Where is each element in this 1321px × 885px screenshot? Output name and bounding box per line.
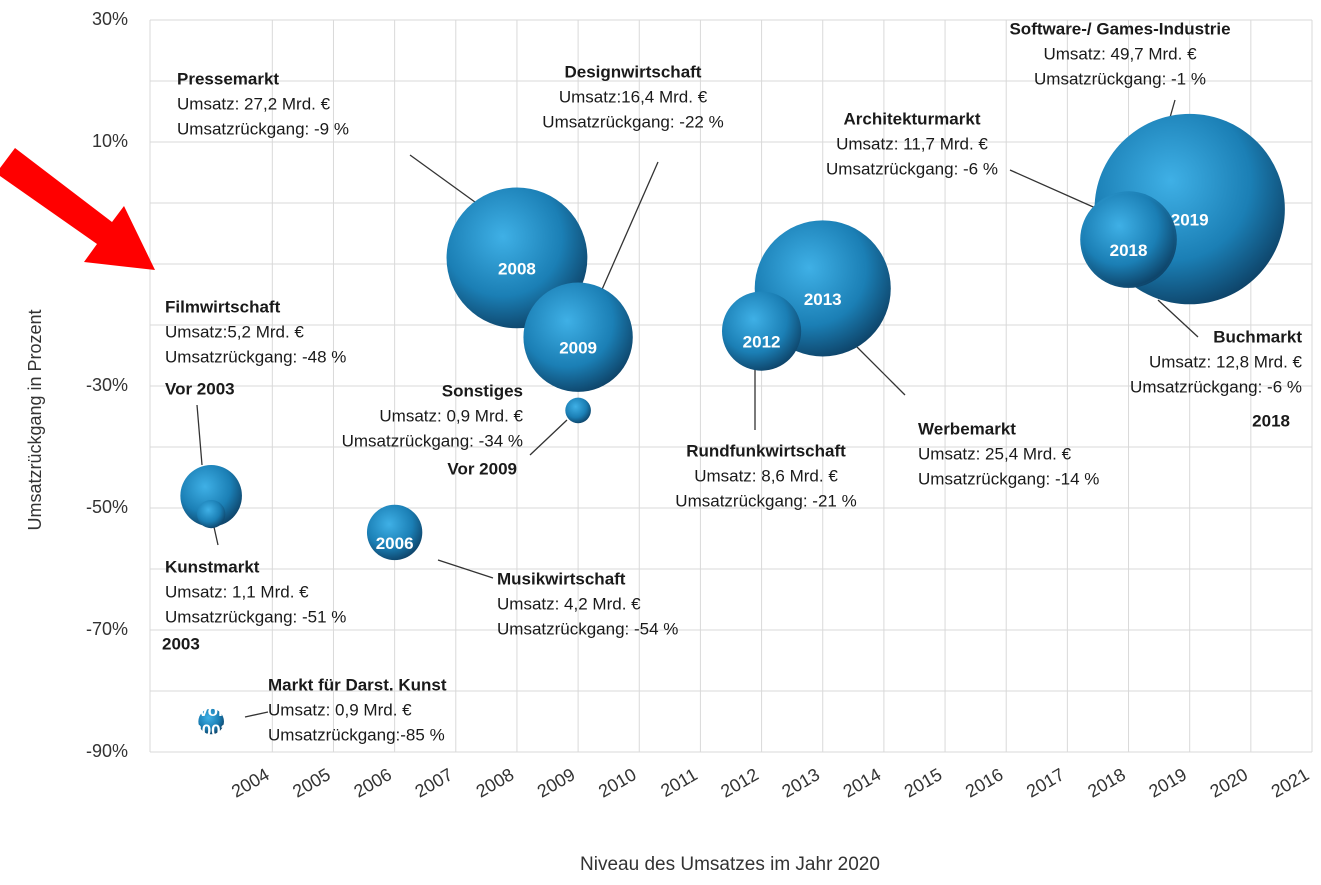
x-tick-label: 2014: [840, 764, 885, 801]
x-tick-label: 2016: [962, 764, 1007, 801]
x-tick-label: 2006: [350, 764, 395, 801]
annotation-size: Umsatz: 27,2 Mrd. €: [177, 94, 331, 113]
x-tick-label: 2013: [778, 764, 823, 801]
annotation-name: Architekturmarkt: [844, 109, 981, 128]
annotation-name: Software-/ Games-Industrie: [1009, 19, 1230, 38]
annotation-name: Pressemarkt: [177, 69, 279, 88]
x-tick-label: 2005: [289, 764, 334, 801]
annotation-change: Umsatzrückgang: -22 %: [542, 112, 723, 131]
y-tick-label: 30%: [92, 9, 128, 29]
bubble: [1082, 193, 1174, 285]
bubble-label: Vor: [198, 701, 225, 720]
annotation-name: Markt für Darst. Kunst: [268, 675, 447, 694]
x-tick-label: 2021: [1268, 764, 1313, 801]
leader-line: [593, 162, 658, 310]
bubble-label: 2003: [192, 721, 230, 740]
year-note: 2003: [162, 634, 200, 653]
bubble-label: 2006: [376, 534, 414, 553]
annotation-name: Buchmarkt: [1213, 327, 1302, 346]
leader-line: [245, 712, 268, 717]
x-tick-label: 2011: [657, 764, 701, 801]
annotation-size: Umsatz: 0,9 Mrd. €: [379, 406, 523, 425]
annotation-name: Rundfunkwirtschaft: [686, 441, 846, 460]
x-tick-label: 2018: [1084, 764, 1129, 801]
bubble-label: 2008: [498, 259, 536, 278]
bubble-label: 2018: [1110, 241, 1148, 260]
annotation-size: Umsatz: 11,7 Mrd. €: [836, 134, 988, 153]
leader-line: [197, 405, 202, 465]
annotation-name: Designwirtschaft: [565, 62, 702, 81]
x-tick-label: 2009: [534, 764, 579, 801]
annotation-change: Umsatzrückgang: -34 %: [342, 431, 523, 450]
annotation-size: Umsatz:5,2 Mrd. €: [165, 322, 304, 341]
x-tick-label: 2020: [1207, 764, 1252, 801]
annotation-change: Umsatzrückgang: -1 %: [1034, 69, 1206, 88]
x-tick-label: 2015: [901, 764, 946, 801]
annotation-change: Umsatzrückgang: -6 %: [826, 159, 998, 178]
annotation-size: Umsatz: 4,2 Mrd. €: [497, 594, 641, 613]
annotation-name: Werbemarkt: [918, 419, 1016, 438]
annotation-change: Umsatzrückgang: -21 %: [675, 491, 856, 510]
leader-line: [1010, 170, 1100, 210]
y-tick-label: -30%: [86, 375, 128, 395]
annotation-change: Umsatzrückgang: -54 %: [497, 619, 678, 638]
bubble-label: 2012: [743, 333, 781, 352]
annotation-change: Umsatzrückgang:-85 %: [268, 725, 445, 744]
annotation-change: Umsatzrückgang: -9 %: [177, 119, 349, 138]
y-tick-label: 10%: [92, 131, 128, 151]
annotation-change: Umsatzrückgang: -48 %: [165, 347, 346, 366]
leader-line: [1158, 300, 1198, 337]
bubble-label: 2019: [1171, 211, 1209, 230]
bubble: [523, 283, 632, 392]
x-tick-label: 2010: [595, 764, 640, 801]
year-note: Vor 2003: [165, 379, 235, 398]
annotation-size: Umsatz: 25,4 Mrd. €: [918, 444, 1072, 463]
annotation-size: Umsatz: 0,9 Mrd. €: [268, 700, 412, 719]
bubble-label: 2013: [804, 290, 842, 309]
annotation-name: Musikwirtschaft: [497, 569, 626, 588]
y-tick-label: -70%: [86, 619, 128, 639]
annotation-change: Umsatzrückgang: -6 %: [1130, 377, 1302, 396]
y-tick-label: -50%: [86, 497, 128, 517]
annotation-size: Umsatz: 12,8 Mrd. €: [1149, 352, 1303, 371]
annotation-size: Umsatz:16,4 Mrd. €: [559, 87, 708, 106]
x-tick-label: 2019: [1145, 764, 1190, 801]
x-tick-label: 2004: [228, 764, 273, 801]
bubble: [722, 292, 801, 371]
y-tick-label: -90%: [86, 741, 128, 761]
annotation-name: Sonstiges: [442, 381, 523, 400]
annotation-size: Umsatz: 8,6 Mrd. €: [694, 466, 838, 485]
x-tick-label: 2012: [717, 764, 762, 801]
red-arrow: [0, 148, 155, 270]
annotation-name: Kunstmarkt: [165, 557, 260, 576]
bubble: [565, 398, 591, 424]
year-note: 2018: [1252, 411, 1290, 430]
x-tick-label: 2007: [411, 764, 456, 801]
x-tick-label: 2008: [473, 764, 518, 801]
annotation-size: Umsatz: 49,7 Mrd. €: [1043, 44, 1197, 63]
annotation-name: Filmwirtschaft: [165, 297, 281, 316]
chart: Umsatzrückgang in Prozent Niveau des Ums…: [0, 0, 1321, 885]
bubble: [197, 500, 225, 528]
x-axis-title: Niveau des Umsatzes im Jahr 2020: [580, 854, 880, 875]
annotation-change: Umsatzrückgang: -14 %: [918, 469, 1099, 488]
bubble-label: 2009: [559, 339, 597, 358]
year-note: Vor 2009: [447, 459, 517, 478]
annotation-size: Umsatz: 1,1 Mrd. €: [165, 582, 309, 601]
annotation-change: Umsatzrückgang: -51 %: [165, 607, 346, 626]
x-tick-label: 2017: [1023, 764, 1068, 801]
y-axis-title: Umsatzrückgang in Prozent: [25, 309, 45, 530]
leader-line: [530, 420, 567, 455]
